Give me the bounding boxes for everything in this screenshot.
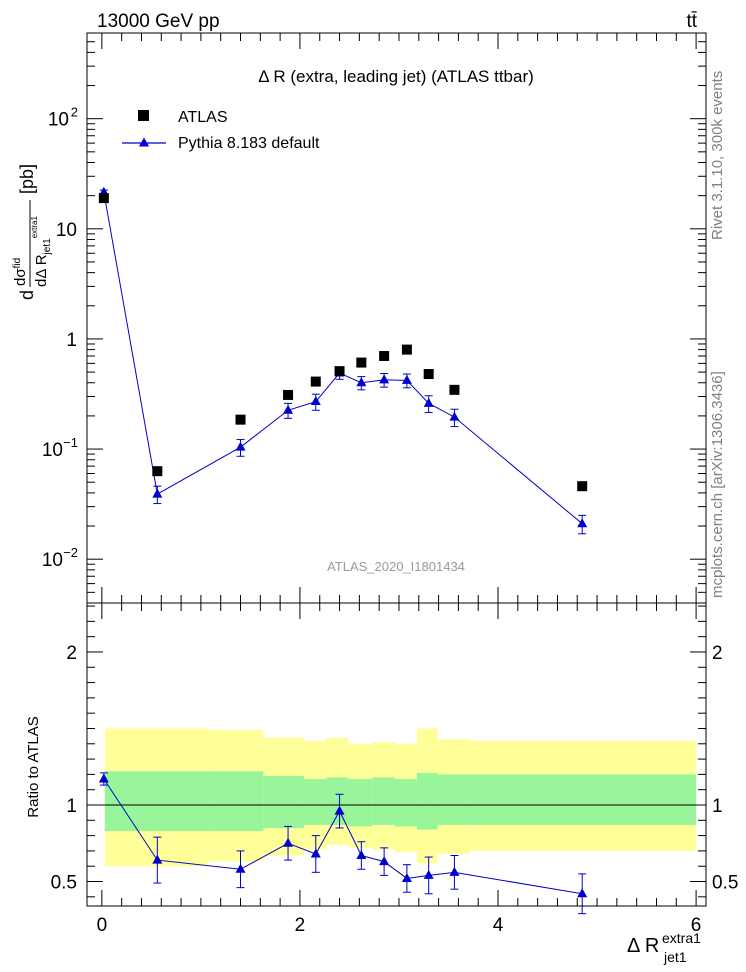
stat-uncertainty-band xyxy=(469,774,697,825)
process-label: tt̄ xyxy=(686,11,697,32)
pythia-point xyxy=(401,374,412,384)
ratio-point xyxy=(356,850,367,859)
stat-uncertainty-band xyxy=(348,778,373,827)
pythia-series-line xyxy=(103,192,583,525)
main-y-tick-label: 10 xyxy=(48,110,69,131)
x-title-main: Δ R xyxy=(627,935,659,957)
ratio-panel: 0.5 0.5 1 1 2 2 0 2 4 6 Ratio to ATLAS Δ R jet1 e… xyxy=(25,602,738,965)
legend-marker-atlas xyxy=(138,110,149,121)
stat-uncertainty-band xyxy=(263,775,304,828)
y-title-numerator: dσfid xyxy=(12,258,29,286)
pythia-point xyxy=(235,441,246,451)
ratio-y-tick-label-right: 1 xyxy=(712,796,723,817)
ratio-y-tick-label-right: 2 xyxy=(712,643,723,664)
x-axis-title: Δ R jet1 extra1 xyxy=(627,930,701,965)
main-y-tick-label-exponent: −1 xyxy=(63,435,78,450)
main-y-tick-label: 10 xyxy=(42,440,63,461)
ratio-frame xyxy=(86,602,707,907)
ratio-point xyxy=(152,854,163,864)
pythia-point xyxy=(356,377,367,387)
y-title-d: d xyxy=(17,290,37,300)
atlas-point xyxy=(310,376,321,387)
ratio-point xyxy=(449,866,460,876)
stat-uncertainty-band xyxy=(303,778,327,825)
ratio-plot-area xyxy=(87,728,706,915)
atlas-point xyxy=(334,366,345,377)
stat-uncertainty-band xyxy=(395,778,417,827)
main-plot-area xyxy=(98,186,588,535)
x-title-sub: jet1 xyxy=(663,949,687,965)
y-title-denominator: dΔ Rjet1extra1 xyxy=(30,216,53,287)
ratio-y-tick-label-left: 1 xyxy=(66,796,77,817)
ratio-point xyxy=(423,869,434,879)
legend-label-pythia: Pythia 8.183 default xyxy=(178,135,320,152)
watermark-label: ATLAS_2020_I1801434 xyxy=(327,559,465,574)
ratio-ticks: 0.5 0.5 1 1 2 2 0 2 4 6 xyxy=(51,603,738,936)
stat-uncertainty-band xyxy=(208,771,264,832)
main-y-axis-title: d dσfid dΔ Rjet1extra1 [pb] xyxy=(12,164,53,300)
atlas-point xyxy=(283,389,294,400)
plot-title: Δ R (extra, leading jet) (ATLAS ttbar) xyxy=(258,67,534,86)
ratio-y-axis-title: Ratio to ATLAS xyxy=(25,716,42,817)
x-tick-label: 2 xyxy=(295,915,306,936)
pythia-point xyxy=(449,411,460,421)
legend-label-atlas: ATLAS xyxy=(178,109,228,126)
atlas-point xyxy=(356,357,367,368)
atlas-point xyxy=(235,414,246,425)
ratio-point xyxy=(98,773,109,783)
ratio-point xyxy=(401,872,412,882)
atlas-point xyxy=(577,481,588,492)
main-y-tick-label: 10 xyxy=(56,220,77,241)
main-y-tick-label: 10 xyxy=(42,550,63,571)
pythia-point xyxy=(310,396,321,406)
legend-marker-pythia xyxy=(139,137,149,147)
ratio-point xyxy=(235,863,246,873)
main-y-tick-label-exponent: 2 xyxy=(71,105,78,120)
ratio-y-tick-label-left: 0.5 xyxy=(51,873,77,894)
stat-uncertainty-band xyxy=(104,771,209,832)
x-tick-label: 0 xyxy=(97,915,108,936)
stat-uncertainty-band xyxy=(437,774,470,825)
x-tick-label: 6 xyxy=(691,915,702,936)
stat-uncertainty-band xyxy=(372,777,396,825)
pythia-point xyxy=(577,518,588,528)
y-title-unit: [pb] xyxy=(17,164,37,194)
mcplots-label: mcplots.cern.ch [arXiv:1306.3436] xyxy=(709,371,726,598)
stat-uncertainty-band xyxy=(326,777,349,825)
ratio-point xyxy=(379,856,390,866)
main-y-tick-label: 1 xyxy=(66,330,77,351)
ratio-point xyxy=(577,888,588,898)
atlas-point xyxy=(423,369,434,380)
ratio-y-tick-label-right: 0.5 xyxy=(712,873,738,894)
pythia-point xyxy=(423,397,434,407)
ratio-point xyxy=(283,837,294,847)
legend: ATLAS Pythia 8.183 default xyxy=(122,109,320,152)
pythia-point xyxy=(379,374,390,384)
atlas-point xyxy=(449,384,460,395)
atlas-point xyxy=(98,193,109,204)
ratio-series-line xyxy=(103,778,583,895)
pythia-point xyxy=(283,404,294,414)
rivet-label: Rivet 3.1.10, 300k events xyxy=(709,71,726,240)
atlas-point xyxy=(401,344,412,355)
pythia-point xyxy=(152,488,163,498)
ratio-point xyxy=(310,848,321,858)
atlas-point xyxy=(152,466,163,477)
main-y-tick-label-exponent: −2 xyxy=(63,545,78,560)
ratio-point xyxy=(334,805,345,815)
atlas-point xyxy=(379,350,390,361)
x-title-sup: extra1 xyxy=(662,930,701,946)
ratio-y-tick-label-left: 2 xyxy=(66,643,77,664)
energy-label: 13000 GeV pp xyxy=(97,11,220,32)
x-tick-label: 4 xyxy=(493,915,504,936)
stat-uncertainty-band xyxy=(416,772,438,830)
